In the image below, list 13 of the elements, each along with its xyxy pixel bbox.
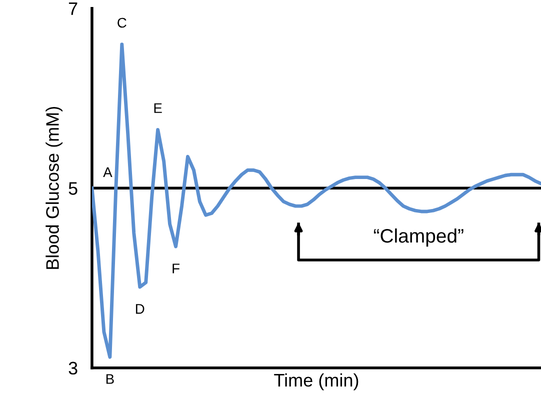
annotation: D — [136, 304, 144, 314]
y-axis-title: Blood Glucose (mM) — [46, 106, 62, 269]
annotation: “Clamped” — [374, 228, 464, 247]
annotation: C — [118, 18, 126, 28]
y-tick-label: 3 — [68, 362, 78, 375]
annotation: F — [172, 264, 180, 274]
y-tick-label: 7 — [68, 2, 78, 15]
annotation: E — [154, 103, 162, 113]
line-series — [92, 42, 541, 359]
y-tick-label: 5 — [68, 182, 78, 195]
x-axis-title: Time (min) — [274, 373, 358, 390]
annotation: A — [103, 167, 112, 177]
text: B — [106, 374, 114, 384]
